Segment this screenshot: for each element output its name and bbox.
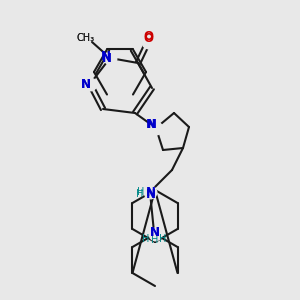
- Text: CH₃: CH₃: [77, 33, 95, 43]
- Text: N: N: [147, 118, 157, 131]
- Text: H: H: [137, 187, 145, 197]
- Text: O: O: [143, 32, 153, 46]
- Text: N: N: [146, 185, 156, 199]
- Text: H: H: [159, 234, 167, 244]
- Text: H: H: [136, 189, 144, 199]
- Text: N: N: [150, 226, 160, 238]
- Text: N: N: [146, 188, 156, 200]
- Text: H: H: [142, 234, 150, 244]
- Text: CH₃: CH₃: [77, 33, 95, 43]
- Text: N: N: [101, 50, 111, 64]
- Text: O: O: [143, 31, 153, 44]
- Text: N: N: [102, 52, 112, 64]
- Text: N: N: [146, 118, 156, 131]
- Text: N: N: [81, 79, 91, 92]
- Text: N: N: [150, 226, 160, 239]
- Text: N: N: [81, 77, 91, 91]
- Text: H: H: [151, 235, 159, 245]
